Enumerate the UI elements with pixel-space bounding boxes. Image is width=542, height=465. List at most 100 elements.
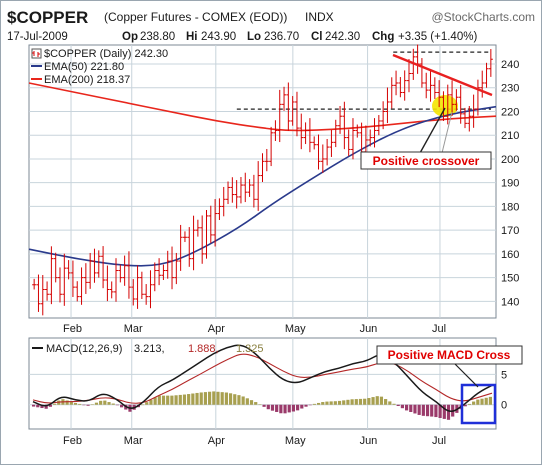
price-grid [29,45,496,318]
macd-histogram-bar [350,399,354,405]
price-bar [135,265,140,309]
source-label: @StockCharts.com [431,10,535,24]
macd-histogram-bar [208,391,212,405]
price-bar [480,70,485,98]
macd-panel: 05 Feb Mar Apr May Jun Jul MACD(12,26,9) 3.21… [28,337,523,447]
macd-histogram-bar [384,399,388,405]
price-bar [114,258,119,302]
macd-histogram-bar [199,392,203,405]
price-bar [325,139,330,166]
price-bar [191,215,196,271]
price-bar [53,252,58,283]
macd-y-axis: 05 [501,369,507,411]
price-bar [286,82,291,131]
price-bar [333,119,338,148]
crossover-pointer [419,107,446,154]
positive-crossover-label: Positive crossover [373,154,480,168]
macd-histogram-bar [438,404,442,418]
price-bar [62,253,67,306]
price-legend-swatch-mark [32,51,40,57]
macd-histogram-bar [291,404,296,412]
macd-legend: MACD(12,26,9) 3.213, 1.888, 1.325 [32,343,264,355]
price-bar [75,281,80,302]
macd-histogram-bar [254,402,258,405]
price-x-tick-label: Mar [124,323,143,335]
macd-histogram-bar [275,404,279,412]
macd-signal-line [32,353,493,404]
macd-histogram-bar [237,395,241,405]
macd-histogram-bar [40,404,44,409]
price-bar [484,62,489,88]
price-bar [406,59,411,93]
macd-legend-signal: 1.888, [188,343,219,355]
price-bar [83,263,88,294]
macd-histogram-bar [212,391,216,405]
macd-histogram-bar [467,403,472,405]
price-bar [170,246,175,290]
price-bar [152,262,157,292]
price-bar [312,136,317,150]
macd-signal-series [32,353,493,404]
macd-histogram-bar [463,404,467,407]
macd-histogram-bar [233,394,237,405]
macd-x-axis: Feb Mar Apr May Jun Jul [63,435,446,447]
macd-histogram-bar [69,401,73,405]
price-bar [148,270,153,309]
positive-crossover-annotation: Positive crossover [360,151,492,170]
price-bar [329,129,334,157]
crossover-pointer-shadow [441,111,453,154]
macd-histogram-bar [44,404,48,409]
price-bar [437,80,442,108]
macd-y-tick-label: 0 [501,400,507,412]
price-bar [454,89,459,111]
price-bar [45,281,50,301]
macd-histogram-bar [99,400,103,405]
price-bar [70,260,75,298]
price-bar [445,84,450,125]
price-ohlc-series [32,44,493,316]
macd-histogram-bar [296,404,300,411]
price-bar [462,107,467,129]
macd-histogram-bar [329,401,333,405]
price-x-tick-label: Feb [63,323,82,335]
price-bar [282,86,287,111]
price-bar [217,198,222,221]
price-bar [187,227,192,267]
price-bar [109,281,114,299]
price-panel: 140 150 160 170 180 190 200 210 220 230 240 Feb Mar… [28,44,519,335]
macd-histogram-bar [216,391,220,405]
price-x-tick-label: Apr [208,323,225,335]
macd-histogram-bar [308,404,312,406]
macd-histogram-bar [220,392,224,405]
price-bar [174,252,179,285]
price-bar [294,91,299,137]
price-legend-label: $COPPER (Daily) 242.30 [44,48,168,60]
macd-x-tick-label: Feb [63,435,82,447]
macd-histogram-bar [434,404,438,418]
macd-x-tick-label: Jun [360,435,378,447]
macd-histogram-bar [145,402,149,405]
macd-histogram-bar [287,404,291,413]
macd-histogram-bar [195,392,199,405]
price-bar [131,279,136,306]
price-bar [251,174,256,208]
macd-histogram-bar [358,398,363,405]
price-bar [79,267,84,305]
macd-histogram-bar [321,402,325,405]
trendline-group [392,53,493,154]
price-y-tick-label: 190 [501,178,519,190]
macd-y-tick-label: 5 [501,369,507,381]
macd-histogram-bar [333,401,337,405]
macd-histogram-bar [404,404,409,411]
price-bar [96,250,101,278]
ema200-series [28,82,497,132]
price-y-tick-label: 160 [501,249,519,261]
macd-histogram-bar [409,404,413,413]
price-bar [342,101,347,150]
macd-histogram-bar [279,404,283,414]
price-bar [402,70,407,101]
positive-crossover-box [360,151,492,170]
price-x-tick-label: Jun [360,323,378,335]
macd-histogram-bar [48,404,52,407]
crossover-highlight [432,95,458,117]
